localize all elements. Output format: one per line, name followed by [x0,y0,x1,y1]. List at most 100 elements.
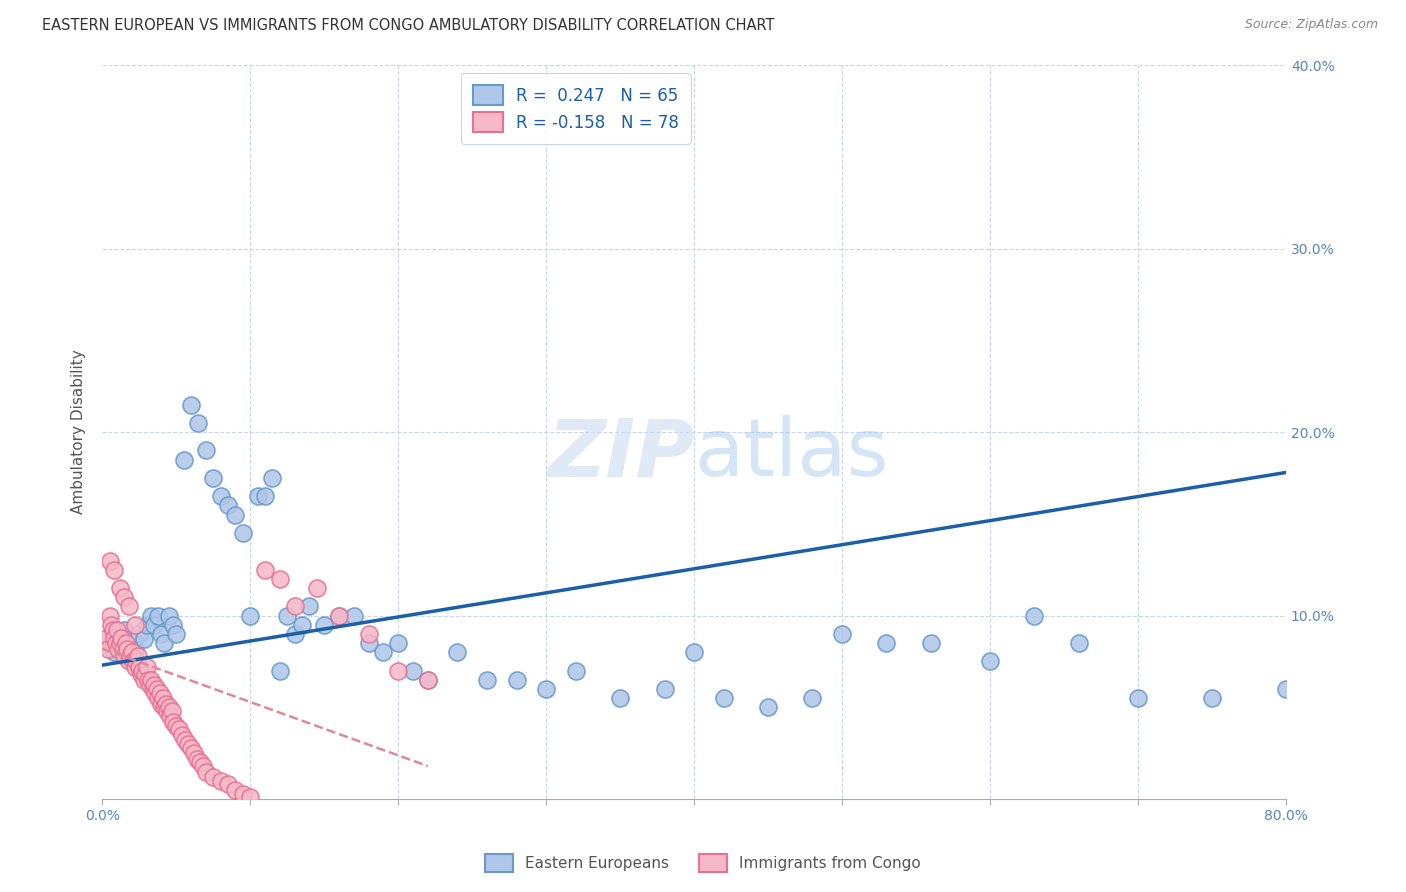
Point [1024,608,1046,623]
Point [152,691,174,706]
Point [209,489,232,503]
Point [416,673,439,687]
Point [239,608,262,623]
Point [194,764,217,779]
Point [136,673,159,687]
Point [157,700,180,714]
Point [831,627,853,641]
Point [104,636,127,650]
Point [112,648,135,663]
Point [107,641,129,656]
Point [1275,681,1298,696]
Point [135,617,157,632]
Point [232,526,254,541]
Point [357,636,380,650]
Point [148,608,170,623]
Point [253,563,276,577]
Text: ZIP: ZIP [547,415,695,493]
Point [217,777,239,791]
Point [101,624,124,638]
Point [155,697,177,711]
Point [105,624,128,638]
Point [253,489,276,503]
Point [209,773,232,788]
Point [162,617,184,632]
Point [157,608,180,623]
Point [284,599,307,614]
Text: EASTERN EUROPEAN VS IMMIGRANTS FROM CONGO AMBULATORY DISABILITY CORRELATION CHAR: EASTERN EUROPEAN VS IMMIGRANTS FROM CONG… [42,18,775,33]
Point [131,664,153,678]
Point [224,508,246,522]
Point [97,641,120,656]
Point [135,660,157,674]
Point [112,624,135,638]
Point [505,673,527,687]
Point [1201,691,1223,706]
Point [159,709,181,723]
Point [683,645,706,659]
Point [94,636,117,650]
Point [202,770,225,784]
Point [143,617,166,632]
Point [186,752,208,766]
Point [128,627,150,641]
Point [402,664,425,678]
Point [153,636,176,650]
Point [118,655,141,669]
Y-axis label: Ambulatory Disability: Ambulatory Disability [72,350,86,515]
Point [111,641,134,656]
Point [98,636,121,650]
Point [132,673,155,687]
Point [232,787,254,801]
Point [1067,636,1090,650]
Point [262,471,284,485]
Point [124,660,146,674]
Point [124,641,146,656]
Point [387,664,409,678]
Point [128,660,150,674]
Point [177,737,200,751]
Point [291,617,314,632]
Point [118,634,141,648]
Point [150,627,173,641]
Point [224,783,246,797]
Point [269,664,291,678]
Point [801,691,824,706]
Point [174,733,197,747]
Point [373,645,395,659]
Point [118,599,141,614]
Point [115,636,138,650]
Legend: R =  0.247   N = 65, R = -0.158   N = 78: R = 0.247 N = 65, R = -0.158 N = 78 [461,73,690,145]
Point [416,673,439,687]
Point [756,700,779,714]
Point [305,581,328,595]
Point [160,704,183,718]
Point [713,691,735,706]
Point [446,645,468,659]
Point [121,645,143,659]
Point [357,627,380,641]
Point [103,645,125,659]
Point [269,572,291,586]
Point [150,697,173,711]
Point [98,553,121,567]
Point [246,489,269,503]
Point [149,686,172,700]
Point [920,636,942,650]
Point [129,667,152,681]
Point [167,723,190,737]
Point [217,499,239,513]
Point [534,681,557,696]
Point [146,681,169,696]
Point [105,627,128,641]
Point [108,581,131,595]
Point [117,641,139,656]
Point [112,591,135,605]
Point [134,667,156,681]
Point [328,608,350,623]
Point [191,759,214,773]
Point [156,704,179,718]
Point [314,617,336,632]
Point [172,728,194,742]
Point [1126,691,1149,706]
